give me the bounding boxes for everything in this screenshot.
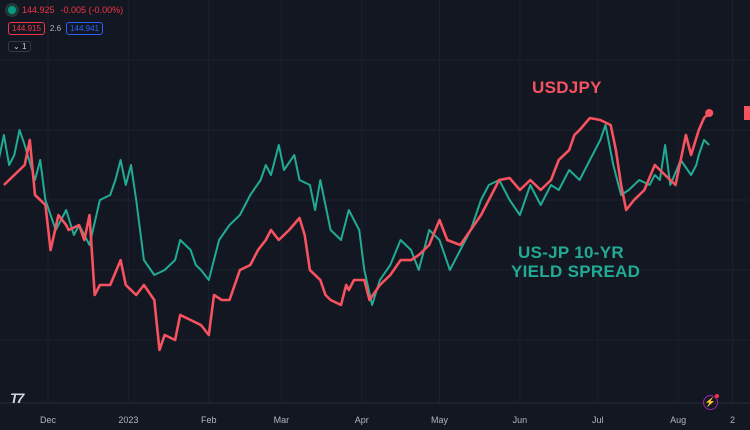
x-tick-label: Jul (591, 415, 604, 425)
price-scale-tag (744, 106, 750, 120)
price-change: -0.005 (-0.00%) (60, 5, 124, 15)
sell-button[interactable]: 144.915 (8, 22, 45, 35)
usdjpy-line (2, 112, 711, 352)
x-tick-label: Mar (273, 415, 290, 425)
collapse-legend-button[interactable]: ⌄ 1 (8, 41, 32, 52)
grid (0, 0, 750, 403)
legend: 144.925 -0.005 (-0.00%) (8, 5, 123, 15)
usdjpy-last-point (705, 109, 714, 117)
x-tick-label: 2023 (118, 415, 139, 425)
order-panel: 144.915 2.6 144.941 (8, 22, 103, 35)
x-tick-label: Jun (512, 415, 528, 425)
x-tick-label: Dec (39, 415, 57, 425)
lightning-icon[interactable]: ⚡ (703, 394, 719, 410)
annotation-usdjpy: USDJPY (532, 78, 602, 97)
x-tick-label: May (431, 415, 449, 425)
yield-spread-line (0, 124, 710, 306)
annotation-spread-2: YIELD SPREAD (511, 262, 641, 281)
x-tick-label: 2 (730, 415, 736, 425)
annotation-spread-1: US-JP 10-YR (518, 243, 624, 262)
x-tick-label: Apr (354, 415, 369, 425)
tradingview-logo[interactable]: T7 (10, 390, 24, 406)
indicator-count: 1 (21, 42, 27, 51)
last-price: 144.925 (22, 5, 55, 15)
x-tick-label: Feb (201, 415, 217, 425)
spread-value: 2.6 (49, 24, 62, 33)
buy-button[interactable]: 144.941 (66, 22, 103, 35)
x-tick-label: Aug (670, 415, 687, 425)
market-status-icon[interactable] (8, 6, 16, 14)
chevron-down-icon: ⌄ (13, 42, 22, 51)
